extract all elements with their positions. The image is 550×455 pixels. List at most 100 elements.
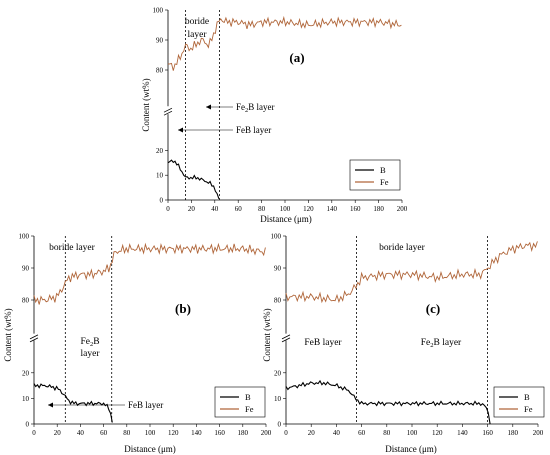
x-tick-label-a-60: 60 [235, 205, 243, 213]
axis-break-b-2 [29, 337, 39, 343]
x-tick-label-c-100: 100 [407, 429, 418, 437]
y-tick-label-b-20: 20 [22, 369, 30, 377]
y-tick-label-c-80: 80 [274, 297, 282, 305]
series-line-fe-b [33, 242, 266, 305]
y-tick-label-b-10: 10 [22, 395, 30, 403]
legend-b: B Fe [214, 386, 266, 418]
axis-break-c-1 [281, 334, 291, 340]
x-tick-label-b-120: 120 [168, 429, 179, 437]
x-tick-label-b-140: 140 [191, 429, 202, 437]
y-tick-label-a-0: 0 [160, 197, 164, 205]
y-tick-label-b-100: 100 [19, 233, 30, 241]
annotation-feb-b: FeB layer [128, 400, 163, 410]
annotation-boride-a-1: boride [185, 17, 209, 27]
series-line-b-a [167, 159, 220, 199]
x-tick-label-c-120: 120 [432, 429, 443, 437]
legend-c: B Fe [493, 386, 545, 418]
annotation-fe2b-b-2: layer [81, 349, 101, 359]
annotation-fe2b-c: Fe2B layer [421, 338, 462, 349]
annotation-boride-a-2: layer [188, 30, 208, 40]
y-tick-label-c-20: 20 [274, 369, 282, 377]
plot-area-c: 0 20 40 60 80 100 120 140 160 180 200 0 10 20 80 90 100 [271, 233, 544, 438]
panel-label-c: (c) [426, 301, 440, 316]
series-line-b-c [285, 379, 491, 425]
x-tick-label-a-180: 180 [373, 205, 384, 213]
legend-box-a [349, 159, 401, 191]
x-tick-label-c-180: 180 [508, 429, 519, 437]
x-tick-label-b-60: 60 [100, 429, 108, 437]
y-tick-label-b-0: 0 [26, 421, 30, 429]
x-tick-label-c-160: 160 [482, 429, 493, 437]
legend-label-b-a: B [380, 165, 386, 175]
x-tick-label-b-160: 160 [214, 429, 225, 437]
x-tick-label-a-20: 20 [188, 205, 196, 213]
axis-break-c-2 [281, 337, 291, 343]
x-tick-label-c-80: 80 [383, 429, 391, 437]
plot-area-a: 0 20 40 60 80 100 120 140 160 180 200 0 10 20 80 90 100 [153, 7, 408, 214]
x-tick-label-b-20: 20 [54, 429, 62, 437]
x-tick-label-c-200: 200 [533, 429, 544, 437]
series-line-fe-c [285, 241, 538, 304]
x-tick-label-a-120: 120 [303, 205, 314, 213]
x-tick-label-b-200: 200 [261, 429, 272, 437]
y-tick-label-a-100: 100 [153, 7, 164, 15]
series-line-b-b [33, 383, 113, 423]
annotation-arrowhead-b-0 [48, 402, 53, 408]
x-axis-title-c: Distance (μm) [385, 444, 437, 454]
x-tick-label-c-0: 0 [284, 429, 288, 437]
legend-label-b-c: B [524, 392, 530, 402]
panel-label-b: (b) [175, 301, 191, 316]
legend-label-b-b: B [245, 392, 251, 402]
x-tick-label-a-140: 140 [327, 205, 338, 213]
x-tick-label-c-20: 20 [308, 429, 316, 437]
annotation-fe2b-b-1: Fe2B [80, 337, 99, 348]
annotation-feb-c: FeB layer [304, 338, 342, 348]
axis-break-b-1 [29, 334, 39, 340]
legend-box-b [214, 386, 266, 418]
x-tick-label-a-200: 200 [397, 205, 408, 213]
x-tick-label-b-80: 80 [123, 429, 131, 437]
panel-label-a: (a) [289, 50, 304, 65]
x-axis-title-a: Distance (μm) [260, 214, 312, 224]
y-tick-label-a-10: 10 [156, 172, 164, 180]
x-tick-label-a-160: 160 [350, 205, 361, 213]
panel-c: 0 20 40 60 80 100 120 140 160 180 200010208090100 … [262, 233, 545, 454]
y-tick-label-b-80: 80 [22, 297, 30, 305]
plot-area-b: 0 20 40 60 80 100 120 140 160 180 200 0 10 20 80 90 100 [19, 233, 272, 438]
series-line-fe-a [167, 15, 402, 71]
y-axis-title-b: Content (wt%) [3, 308, 13, 361]
x-tick-label-a-0: 0 [166, 205, 170, 213]
x-tick-label-b-100: 100 [145, 429, 156, 437]
x-tick-label-c-40: 40 [333, 429, 341, 437]
annotation-boride-b: boride layer [49, 243, 95, 253]
x-tick-label-b-180: 180 [238, 429, 249, 437]
y-tick-label-b-90: 90 [22, 265, 30, 273]
axis-break-a-2 [163, 110, 173, 116]
annotation-fe2b-a: Fe2B layer [236, 102, 275, 114]
y-tick-label-c-90: 90 [274, 265, 282, 273]
legend-label-fe-c: Fe [524, 404, 533, 414]
y-axis-title-a: Content (wt%) [141, 78, 151, 131]
axis-break-a-1 [163, 107, 173, 113]
x-tick-label-b-40: 40 [77, 429, 85, 437]
legend-label-fe-b: Fe [245, 404, 254, 414]
legend-a: B Fe [349, 159, 401, 191]
panel-a: 0 20 40 60 80 100 120 140 160 180 200010208090100 … [141, 7, 408, 225]
legend-box-c [493, 386, 545, 418]
y-tick-label-c-100: 100 [271, 233, 282, 241]
annotation-boride-c: boride layer [379, 243, 425, 253]
x-tick-label-c-140: 140 [457, 429, 468, 437]
x-axis-title-b: Distance (μm) [124, 444, 176, 454]
x-tick-label-a-40: 40 [211, 205, 219, 213]
y-tick-label-c-0: 0 [278, 421, 282, 429]
y-tick-label-a-20: 20 [156, 147, 164, 155]
y-tick-label-c-10: 10 [274, 395, 282, 403]
panel-b: 0 20 40 60 80 100 120 140 160 180 200010208090100 … [3, 233, 272, 455]
x-tick-label-a-100: 100 [280, 205, 291, 213]
y-tick-label-a-80: 80 [156, 67, 164, 75]
legend-label-fe-a: Fe [380, 177, 389, 187]
x-tick-label-c-60: 60 [358, 429, 366, 437]
annotation-arrowhead-a-1 [178, 127, 183, 133]
annotation-feb-a: FeB layer [236, 125, 271, 135]
